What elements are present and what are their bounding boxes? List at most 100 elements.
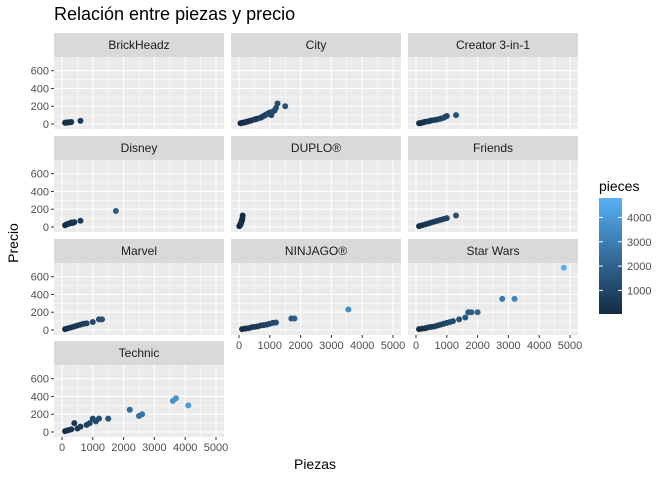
y-tick-label: 0 [43, 325, 49, 337]
scatter-point [499, 295, 506, 302]
facet-strip-label: Disney [121, 141, 158, 155]
x-tick-label: 5000 [381, 340, 405, 352]
scatter-point [86, 420, 93, 427]
x-tick-label: 3000 [319, 340, 343, 352]
y-tick-label: 400 [31, 391, 49, 403]
scatter-point [68, 119, 75, 126]
x-tick-label: 1000 [258, 340, 282, 352]
legend-title: pieces [599, 178, 639, 194]
chart-title: Relación entre piezas y precio [54, 4, 295, 24]
legend-colorbar [599, 198, 622, 314]
facet-panel-disney: Disney 0 200 400 600 [31, 136, 224, 234]
legend-tick-label: 3000 [627, 237, 651, 249]
facet-strip-label: Star Wars [467, 244, 520, 258]
facet-strip [231, 239, 401, 263]
scatter-point [560, 264, 567, 271]
y-tick-label: 0 [43, 119, 49, 131]
facet-strip [231, 136, 401, 160]
x-axis-title: Piezas [294, 456, 336, 472]
facet-panel-marvel: Marvel 0 200 400 600 [31, 239, 224, 337]
scatter-point [272, 319, 279, 326]
facet-strip-label: Creator 3-in-1 [456, 38, 530, 52]
x-tick-label: 5000 [204, 442, 228, 454]
legend-tick-label: 2000 [627, 261, 651, 273]
y-tick-label: 400 [31, 289, 49, 301]
scatter-point [185, 402, 192, 409]
y-tick-label: 200 [31, 204, 49, 216]
scatter-point [83, 320, 90, 327]
scatter-point [139, 411, 146, 418]
x-tick-label: 0 [236, 340, 242, 352]
scatter-point [449, 318, 456, 325]
facet-panel-brickheadz: BrickHeadz 0 200 400 600 [31, 33, 224, 131]
facet-panel-duplo: DUPLO® [231, 136, 401, 232]
scatter-point [456, 316, 463, 323]
y-tick-label: 600 [31, 374, 49, 386]
facet-strip [231, 33, 401, 57]
y-tick-label: 0 [43, 222, 49, 234]
y-tick-label: 200 [31, 101, 49, 113]
scatter-point [77, 117, 84, 124]
scatter-point [291, 315, 298, 322]
x-tick-label: 2000 [465, 340, 489, 352]
scatter-point [443, 215, 450, 222]
scatter-point [282, 103, 289, 110]
x-tick-label: 3000 [496, 340, 520, 352]
facet-grid: BrickHeadz 0 200 400 600 City Creator 3-in-1 Di… [31, 33, 582, 454]
facet-panel-technic: Technic 0 200 400 600 0 1000 2000 3000 4000 5000 [31, 341, 228, 454]
scatter-point [71, 420, 78, 427]
facet-strip-label: Marvel [121, 244, 157, 258]
y-tick-label: 600 [31, 272, 49, 284]
scatter-point [71, 219, 78, 226]
scatter-point [453, 212, 460, 219]
scatter-point [511, 295, 518, 302]
x-tick-label: 0 [413, 340, 419, 352]
x-tick-label: 0 [59, 442, 65, 454]
facet-panel-ninjago: NINJAGO® 0 1000 2000 3000 4000 5000 [231, 239, 405, 352]
legend-tick-label: 4000 [627, 212, 651, 224]
scatter-point [77, 423, 84, 430]
scatter-point [105, 415, 112, 422]
facet-panel-creator-3-in-1: Creator 3-in-1 [408, 33, 578, 129]
scatter-point [274, 100, 281, 107]
facet-strip-label: Technic [119, 346, 160, 360]
facet-strip [408, 239, 578, 263]
facet-panel-star-wars: Star Wars 0 1000 2000 3000 4000 5000 [408, 239, 582, 352]
facet-strip [54, 136, 224, 160]
color-legend: pieces 1000 2000 3000 4000 [599, 178, 651, 314]
facet-strip [54, 33, 224, 57]
facet-strip [408, 33, 578, 57]
facet-strip-label: BrickHeadz [108, 38, 169, 52]
x-tick-label: 4000 [350, 340, 374, 352]
scatter-point [95, 415, 102, 422]
y-tick-label: 600 [31, 169, 49, 181]
scatter-point [239, 212, 246, 219]
scatter-point [453, 112, 460, 119]
facet-strip-label: NINJAGO® [285, 244, 347, 258]
x-tick-label: 3000 [142, 442, 166, 454]
y-tick-label: 600 [31, 66, 49, 78]
x-tick-label: 2000 [288, 340, 312, 352]
legend-ticks: 1000 2000 3000 4000 [599, 212, 651, 297]
facet-strip [54, 341, 224, 365]
y-tick-label: 0 [43, 427, 49, 439]
facet-strip-label: City [306, 38, 327, 52]
scatter-point [172, 395, 179, 402]
facet-panel-friends: Friends [408, 136, 578, 232]
x-tick-label: 5000 [558, 340, 582, 352]
x-tick-label: 2000 [111, 442, 135, 454]
x-tick-label: 1000 [81, 442, 105, 454]
scatter-point [89, 319, 96, 325]
facet-strip [408, 136, 578, 160]
y-tick-label: 200 [31, 307, 49, 319]
scatter-point [345, 306, 352, 313]
x-tick-label: 4000 [173, 442, 197, 454]
facet-strip-label: DUPLO® [291, 141, 341, 155]
facet-strip-label: Friends [473, 141, 513, 155]
scatter-point [112, 208, 119, 214]
scatter-point [462, 314, 469, 321]
scatter-point [474, 309, 481, 316]
scatter-point [468, 309, 475, 316]
legend-tick-label: 1000 [627, 285, 651, 297]
